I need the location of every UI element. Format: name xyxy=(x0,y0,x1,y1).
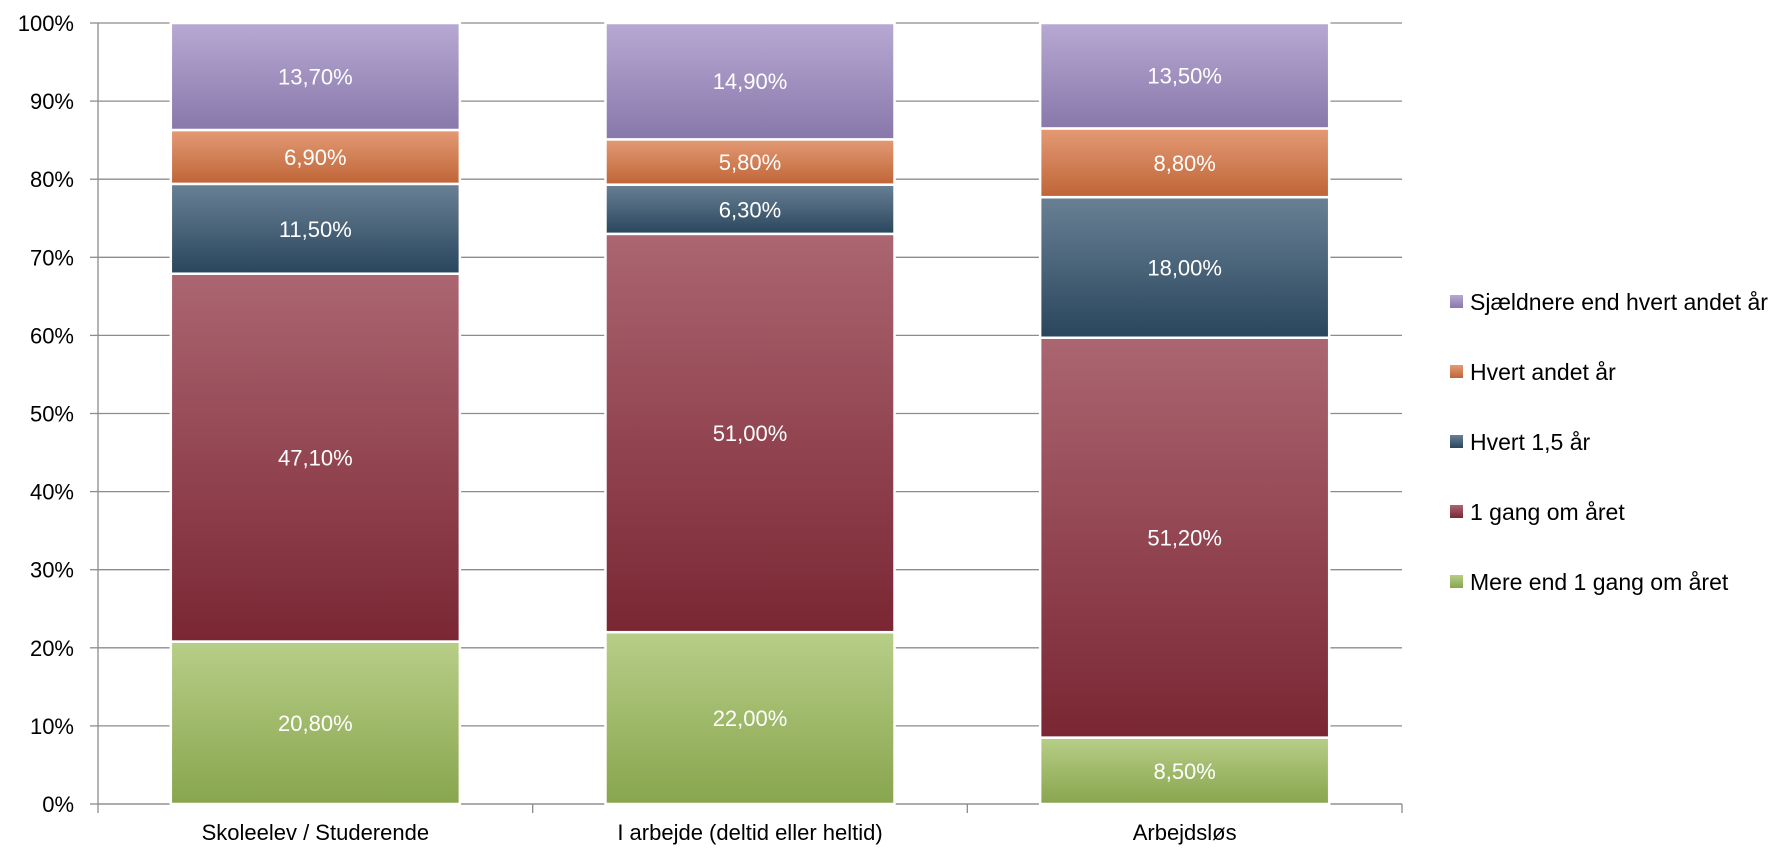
bar-segment xyxy=(604,232,896,634)
legend-label: Hvert andet år xyxy=(1470,359,1616,385)
bar-segment xyxy=(169,272,462,643)
bar-segment xyxy=(169,21,462,132)
bar-segment xyxy=(1038,736,1331,806)
bars xyxy=(169,21,1331,806)
data-label: 6,30% xyxy=(719,197,781,222)
legend-label: Mere end 1 gang om året xyxy=(1470,569,1729,595)
data-label: 51,00% xyxy=(713,421,788,446)
data-label: 6,90% xyxy=(284,145,346,170)
bar-segment xyxy=(169,128,462,186)
legend-swatch xyxy=(1450,505,1463,518)
y-tick-label: 20% xyxy=(30,636,74,661)
y-tick-label: 0% xyxy=(42,792,74,817)
y-tick-label: 60% xyxy=(30,323,74,348)
data-label: 20,80% xyxy=(278,711,353,736)
y-tick-label: 10% xyxy=(30,714,74,739)
bar-segment xyxy=(1038,336,1331,739)
data-label: 22,00% xyxy=(713,706,788,731)
y-tick-label: 40% xyxy=(30,480,74,505)
legend-label: Sjældnere end hvert andet år xyxy=(1470,289,1768,315)
category-label: I arbejde (deltid eller heltid) xyxy=(617,820,882,845)
data-label: 8,80% xyxy=(1153,151,1215,176)
bar-segment xyxy=(1038,127,1331,199)
data-labels: 20,80% 47,10% 11,50% 6,90% 13,70% 22,00% 51,00… xyxy=(278,64,1222,784)
legend-swatch xyxy=(1450,365,1463,378)
legend-swatch xyxy=(1450,295,1463,308)
y-tick-label: 90% xyxy=(30,89,74,114)
bar-segment xyxy=(604,630,896,806)
legend-swatch xyxy=(1450,435,1463,448)
legend-label: Hvert 1,5 år xyxy=(1470,429,1590,455)
bar-segment xyxy=(604,183,896,236)
data-label: 18,00% xyxy=(1147,255,1222,280)
legend-swatch xyxy=(1450,575,1463,588)
y-tick-label: 50% xyxy=(30,402,74,427)
data-label: 8,50% xyxy=(1153,759,1215,784)
bar-segment xyxy=(604,21,896,141)
data-label: 5,80% xyxy=(719,150,781,175)
data-label: 11,50% xyxy=(279,217,352,242)
data-label: 14,90% xyxy=(713,69,788,94)
data-label: 13,70% xyxy=(278,64,353,89)
bar-segment xyxy=(169,640,462,806)
data-label: 51,20% xyxy=(1147,526,1222,551)
category-label: Skoleelev / Studerende xyxy=(202,820,430,845)
data-label: 13,50% xyxy=(1147,64,1222,89)
y-tick-label: 70% xyxy=(30,245,74,270)
bar-segment xyxy=(169,182,462,275)
y-tick-label: 100% xyxy=(18,11,74,36)
category-label: Arbejdsløs xyxy=(1133,820,1237,845)
y-tick-label: 30% xyxy=(30,558,74,583)
bar-segment xyxy=(1038,195,1331,339)
bar-segment xyxy=(1038,21,1331,130)
legend-label: 1 gang om året xyxy=(1470,499,1625,525)
y-tick-label: 80% xyxy=(30,167,74,192)
data-label: 47,10% xyxy=(278,446,353,471)
legend: Sjældnere end hvert andet år Hvert andet … xyxy=(1450,289,1768,595)
